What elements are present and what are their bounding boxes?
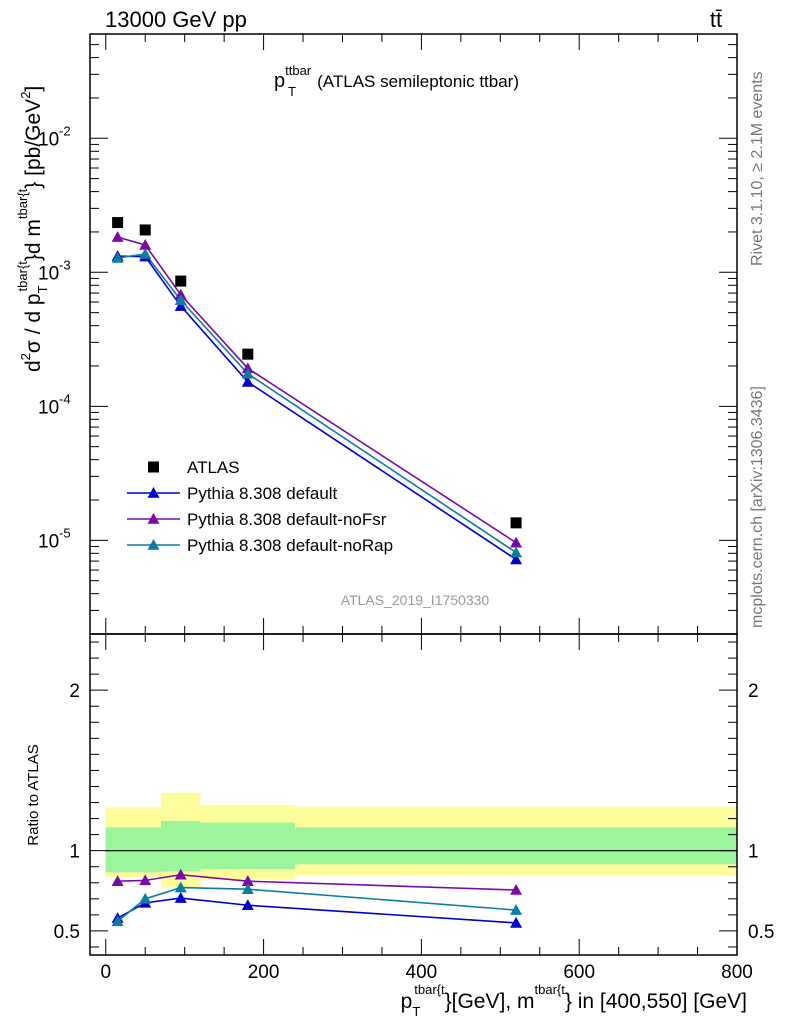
legend-marker (147, 513, 160, 524)
ratio-y-axis-label: Ratio to ATLAS (25, 744, 42, 845)
ylabel-part: }d m (22, 219, 45, 261)
ratio-data-point (174, 881, 187, 893)
ylabel-sup: tbar{t (15, 261, 30, 292)
mcplots-label: mcplots.cern.ch [arXiv:1306.3436] (749, 386, 766, 628)
data-point (510, 546, 523, 558)
legend-label: Pythia 8.308 default-noRap (187, 536, 393, 555)
ratio-data-point (111, 915, 124, 927)
y-tick-label: 1 (69, 842, 80, 863)
y-tick-exponent: -4 (59, 391, 71, 406)
data-point (111, 251, 124, 263)
ratio-data-point (510, 904, 523, 915)
data-point (174, 300, 187, 311)
data-point-atlas (510, 517, 522, 529)
plot-title-sup: ttbar (285, 63, 312, 78)
ylabel-part: σ / d p (22, 293, 45, 353)
y-tick-label: 10 (38, 397, 59, 418)
ratio-data-point (510, 883, 523, 895)
rivet-label: Rivet 3.1.10, ≥ 2.1M events (749, 71, 766, 266)
data-point-atlas (112, 217, 124, 229)
data-point (111, 231, 124, 242)
ylabel-part: ] (22, 86, 45, 92)
legend-label: Pythia 8.308 default-noFsr (187, 510, 387, 529)
plot-title: pttbar (ATLAS semileptonic ttbar) (274, 63, 519, 92)
legend-marker (147, 487, 160, 498)
ratio-data-point (139, 892, 152, 904)
y-axis-label: d2σ / d pTtbar{t}d mtbar{t} [pb/GeV2] (15, 86, 50, 372)
data-point-atlas (139, 224, 151, 236)
ratio-data-point (174, 892, 187, 903)
ylabel-sub: T (35, 285, 50, 293)
data-point (139, 238, 152, 250)
y-tick-label-right: 0.5 (748, 922, 774, 943)
x-tick-label: 0 (100, 962, 111, 983)
x-tick-label: 600 (563, 962, 595, 983)
ratio-data-point (241, 883, 254, 894)
ylabel-sup: 2 (18, 92, 33, 99)
ylabel-part: } [pb/GeV (22, 99, 45, 189)
ratio-series-line (117, 886, 517, 922)
y-tick-label: 0.5 (54, 922, 80, 943)
main-panel: 10-510-410-310-2 (38, 33, 738, 635)
xlabel-part: }[GeV], m (445, 990, 535, 1013)
y-tick-label: 2 (69, 681, 80, 702)
uncertainty-band-inner (295, 827, 737, 865)
x-tick-label: 200 (248, 962, 280, 983)
ratio-data-point (510, 916, 523, 928)
legend-marker (147, 539, 160, 550)
uncertainty-band-inner (105, 827, 162, 873)
plot-title-main: p (274, 70, 285, 92)
process-label: tt̄ (710, 7, 722, 32)
xlabel-part: p (401, 990, 413, 1013)
xlabel-part: } in [400,550] [GeV] (565, 990, 747, 1013)
ratio-data-point (241, 875, 254, 886)
ratio-data-point (174, 868, 187, 880)
y-tick-exponent: -3 (59, 257, 71, 272)
data-point (510, 553, 523, 565)
ylabel-sup: tbar{t (15, 188, 30, 219)
ratio-frame (89, 633, 738, 956)
ratio-data-point (139, 874, 152, 886)
ratio-data-point (241, 899, 254, 911)
data-point (241, 375, 254, 387)
y-tick-label: 10 (38, 263, 59, 284)
uncertainty-band-inner (200, 822, 296, 870)
plot-title-rest: (ATLAS semileptonic ttbar) (317, 72, 519, 91)
analysis-label: ATLAS_2019_I1750330 (341, 592, 490, 608)
y-tick-exponent: -2 (59, 123, 71, 138)
data-point (139, 247, 152, 259)
y-tick-exponent: -5 (59, 525, 71, 540)
plot-title-sub: T (288, 84, 296, 99)
y-tick-label: 10 (38, 531, 59, 552)
ratio-panel: 0 200 400 600 800 0.5 0.5 1 1 2 2 (54, 633, 774, 983)
y-tick-label: 10 (38, 129, 59, 150)
ratio-data-point (111, 875, 124, 886)
xlabel-sub: T (412, 1004, 420, 1019)
x-axis-label: pTtbar{t}[GeV], mtbar{t} in [400,550] [G… (401, 982, 747, 1019)
x-tick-label: 800 (721, 962, 753, 983)
legend-marker (148, 461, 159, 473)
y-tick-label-right: 2 (748, 681, 759, 702)
energy-label: 13000 GeV pp (105, 7, 247, 32)
data-point-atlas (175, 275, 187, 287)
ylabel-sup: 2 (18, 353, 33, 360)
legend: ATLAS Pythia 8.308 default Pythia 8.308 de… (127, 458, 393, 555)
data-point (174, 294, 187, 305)
xlabel-sup: tbar{t (414, 982, 445, 997)
data-point-atlas (242, 348, 254, 360)
x-tick-label: 400 (406, 962, 438, 983)
uncertainty-band-inner (161, 820, 201, 872)
data-point (510, 536, 523, 548)
y-tick-label-right: 1 (748, 842, 759, 863)
legend-label: ATLAS (187, 458, 240, 477)
xlabel-sup: tbar{t (535, 982, 566, 997)
legend-label: Pythia 8.308 default (187, 484, 338, 503)
data-point (241, 367, 254, 379)
ylabel-part: d (22, 360, 45, 372)
